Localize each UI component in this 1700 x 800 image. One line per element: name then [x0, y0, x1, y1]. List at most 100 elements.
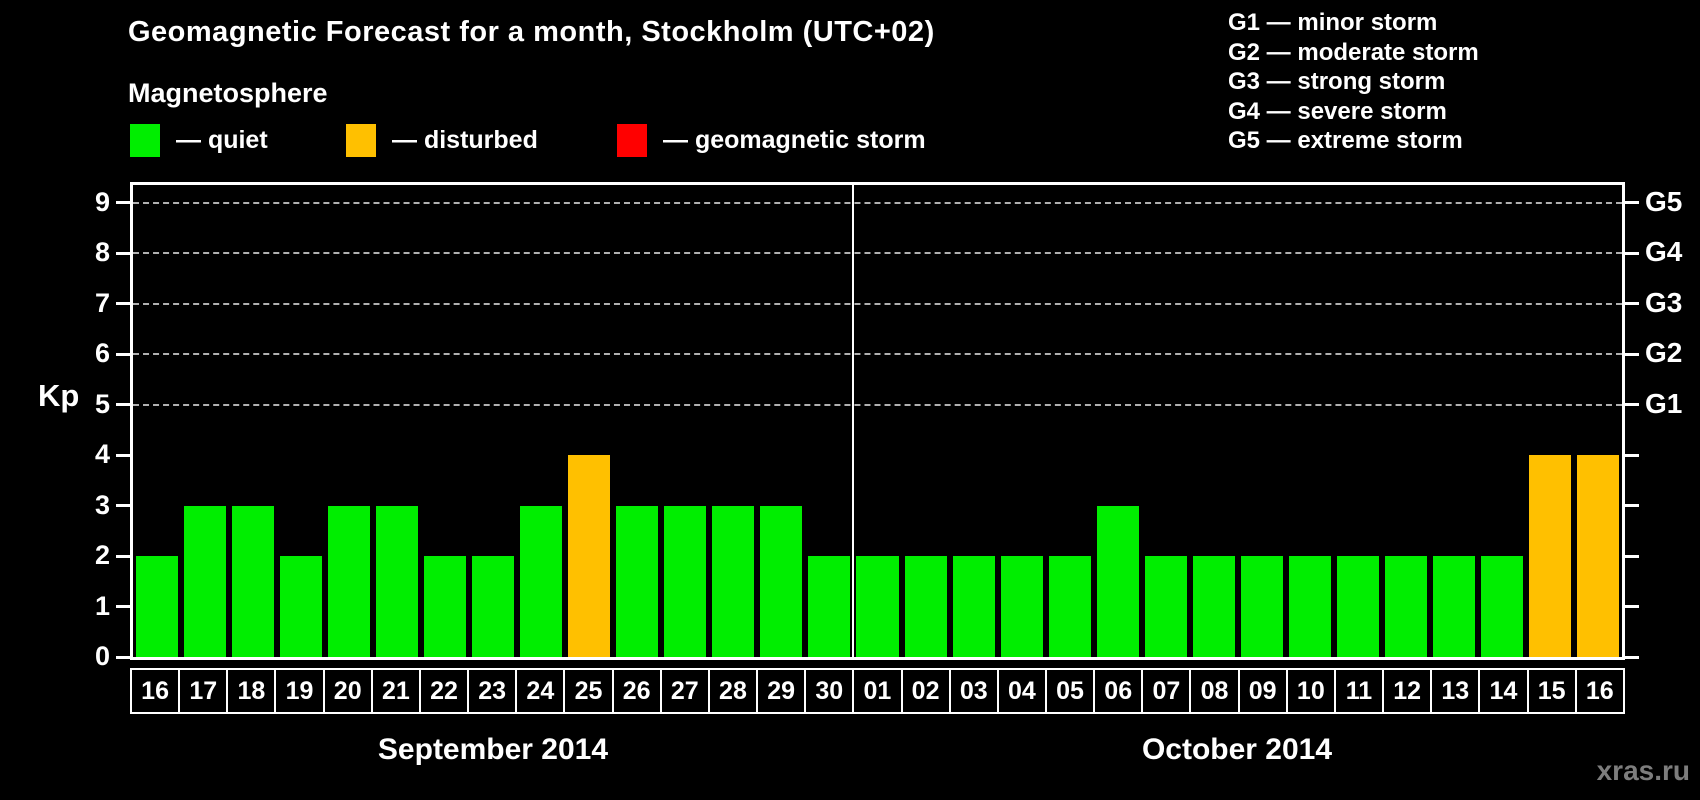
legend-item-geomagnetic-storm: — geomagnetic storm [617, 122, 926, 158]
day-label-cell: 11 [1333, 668, 1385, 714]
page-title: Geomagnetic Forecast for a month, Stockh… [128, 16, 935, 48]
kp-bar [952, 556, 995, 657]
y-tick-mark [116, 251, 132, 255]
chart-subtitle: Magnetosphere [128, 78, 328, 108]
y-tick-label: 5 [94, 388, 110, 419]
kp-bar [712, 505, 755, 657]
right-tick-mark [1623, 302, 1639, 305]
g-level-label: G1 [1645, 387, 1683, 419]
y-tick-label: 2 [94, 540, 110, 570]
day-label-cell: 02 [900, 668, 951, 714]
right-tick-mark [1623, 453, 1639, 457]
y-tick-label: 9 [94, 186, 110, 217]
g-legend-line: G3 — strong storm [1228, 68, 1446, 95]
right-tick-mark [1623, 201, 1639, 204]
y-tick-label: 0 [94, 641, 110, 671]
gridline-kp7 [133, 302, 1622, 305]
day-label-cell: 16 [1574, 668, 1625, 714]
g-legend-line: G2 — moderate storm [1228, 38, 1479, 66]
gridline-kp6 [133, 353, 1622, 355]
day-label-cell: 09 [1237, 668, 1288, 714]
gridline-kp5 [133, 403, 1622, 406]
gridline-kp9 [133, 201, 1622, 204]
legend-item-quiet: — quiet [130, 122, 268, 158]
g-scale-legend: G1 — minor storm G2 — moderate storm G3 — … [1228, 8, 1479, 156]
kp-bar [1288, 556, 1331, 657]
y-tick-label: 6 [94, 338, 110, 368]
g-legend-line: G5 — extreme storm [1228, 127, 1463, 154]
right-tick-mark [1623, 605, 1639, 608]
kp-bar [808, 556, 851, 657]
day-label-cell: 25 [563, 668, 614, 714]
kp-bar [856, 556, 899, 657]
day-label-cell: 12 [1382, 668, 1433, 714]
y-tick-label: 1 [94, 590, 110, 621]
legend-swatch-disturbed [346, 123, 376, 157]
kp-bar [184, 505, 227, 657]
day-label-cell: 29 [756, 668, 807, 714]
kp-bar [1384, 556, 1427, 657]
day-label-cell: 13 [1430, 668, 1481, 714]
month-label-september: September 2014 [377, 733, 609, 766]
right-tick-mark [1623, 655, 1639, 659]
y-tick-mark [116, 655, 132, 659]
day-label-cell: 26 [611, 668, 662, 714]
kp-bar [760, 505, 803, 657]
kp-bar [1528, 455, 1571, 657]
kp-bar [232, 505, 275, 657]
legend-label: — geomagnetic storm [663, 125, 926, 154]
kp-bar [904, 556, 947, 657]
kp-bar [1000, 556, 1043, 657]
y-tick-mark [116, 403, 132, 406]
day-label-cell: 05 [1044, 668, 1096, 714]
day-label-cell: 28 [707, 668, 759, 714]
g-level-label: G5 [1645, 185, 1683, 217]
kp-bar [424, 556, 467, 657]
legend-swatch-geomagnetic-storm [617, 123, 647, 157]
y-tick-mark [116, 352, 132, 356]
g-level-label: G4 [1645, 236, 1683, 267]
legend-item-disturbed: — disturbed [346, 122, 538, 158]
month-separator-line [852, 185, 855, 657]
kp-bar [1336, 556, 1379, 657]
right-tick-mark [1623, 352, 1639, 356]
kp-bar [1480, 556, 1523, 657]
day-label-cell: 07 [1141, 668, 1192, 714]
day-label-cell: 08 [1189, 668, 1240, 714]
legend-swatch-quiet [130, 123, 160, 157]
y-tick-mark [116, 201, 132, 204]
kp-bar [568, 455, 611, 657]
day-label-cell: 06 [1093, 668, 1144, 714]
day-label-cell: 22 [418, 668, 470, 714]
right-tick-mark [1623, 504, 1639, 507]
day-label-cell: 03 [948, 668, 999, 714]
kp-bar [616, 505, 659, 657]
y-tick-label: 7 [94, 287, 110, 318]
day-label-cell: 18 [226, 668, 277, 714]
kp-bar [1432, 556, 1475, 657]
y-tick-mark [116, 453, 132, 457]
g-level-label: G2 [1645, 337, 1683, 368]
day-label-cell: 01 [852, 668, 903, 714]
g-legend-line: G1 — minor storm [1228, 9, 1438, 36]
right-tick-mark [1623, 403, 1639, 406]
g-level-label: G3 [1645, 286, 1683, 318]
kp-axis-label: Kp [38, 378, 80, 413]
day-label-cell: 19 [274, 668, 325, 714]
kp-bar [376, 505, 419, 657]
kp-bar [1144, 556, 1187, 657]
kp-bar [1096, 505, 1139, 657]
right-tick-mark [1623, 251, 1639, 255]
kp-bar [1240, 556, 1283, 657]
kp-bar [136, 556, 179, 657]
y-tick-label: 4 [94, 439, 110, 469]
y-tick-label: 8 [94, 237, 110, 267]
day-label-cell: 20 [322, 668, 373, 714]
kp-bar [664, 505, 707, 657]
day-label-cell: 17 [178, 668, 229, 714]
g-legend-line: G4 — severe storm [1228, 97, 1447, 125]
day-label-cell: 15 [1526, 668, 1577, 714]
legend-label: — quiet [176, 125, 268, 154]
legend-label: — disturbed [392, 125, 538, 154]
